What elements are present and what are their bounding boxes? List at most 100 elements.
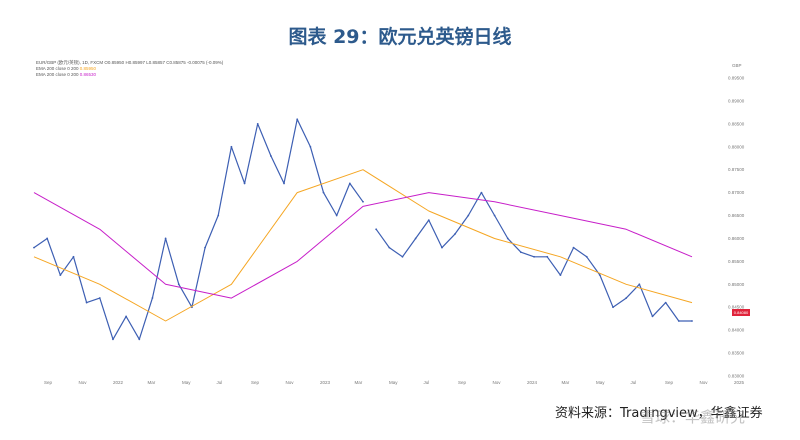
data-point [664,301,667,304]
y-tick-label: 0.84500 [728,305,745,310]
data-point [151,297,154,299]
data-point [388,246,391,249]
data-point [243,182,246,185]
data-point [72,255,75,258]
chart-area: 0.89500 0.89000 0.88500 0.88000 0.87500 0.870… [32,58,752,388]
y-axis-unit: GBP [732,63,742,68]
x-tick-label: Nov [700,380,709,385]
data-point [204,246,206,249]
data-point [677,320,680,322]
data-point [59,274,62,277]
y-tick-label: 0.83000 [728,374,745,379]
data-point [585,255,588,258]
y-tick-label: 0.88500 [728,121,745,126]
data-point [533,255,535,258]
series-3 [33,192,693,299]
data-point [164,237,167,240]
data-point [98,297,101,299]
data-point [125,315,128,318]
watermark: 雪球：华鑫研究 [640,408,746,426]
chart-title: 图表 29：欧元兑英镑日线 [288,26,512,48]
x-tick-label: Jul [631,380,637,385]
x-tick-label: Nov [79,380,88,385]
legend-ema-orange-row: EMA 200 close 0 200 0.85950 [36,66,223,72]
series-line [33,118,364,340]
data-point [598,274,601,277]
x-tick-label: Jul [424,380,430,385]
legend-ema-purple-row: EMA 200 close 0 200 0.86530 [36,72,223,78]
series-2 [33,169,693,322]
source-note: 资料来源：Tradingview，华鑫证券 [555,406,763,421]
legend-ema-orange-value: 0.85950 [79,66,97,71]
data-point [375,228,378,231]
data-point [256,122,259,125]
data-point [230,145,233,148]
x-tick-label: Sep [458,380,467,385]
data-point [112,338,114,341]
data-point [283,182,285,185]
data-point [46,237,49,240]
data-point [546,255,549,258]
data-point [480,191,483,194]
data-point [559,274,562,277]
x-tick-label: May [182,380,191,385]
x-tick-label: Jul [217,380,223,385]
y-axis: 0.89500 0.89000 0.88500 0.88000 0.87500 0.870… [728,76,745,379]
y-tick-label: 0.88000 [728,144,745,149]
x-tick-label: Nov [493,380,502,385]
data-point [572,246,575,249]
data-point [296,118,299,121]
data-point [520,251,522,254]
data-point [309,145,312,148]
data-point [322,191,325,194]
y-tick-label: 0.85500 [728,259,745,264]
y-tick-label: 0.87000 [728,190,745,195]
data-point [691,320,693,322]
data-point [414,237,417,240]
legend-ema-purple-label: EMA 200 close 0 200 [36,72,79,77]
y-tick-label: 0.83500 [728,351,745,356]
x-tick-label: Sep [251,380,260,385]
series-line [33,192,693,299]
x-tick-label: Mar [355,380,363,385]
x-tick-label: 2023 [320,380,331,385]
legend-ema-purple-value: 0.86530 [79,72,97,77]
data-point [177,283,180,286]
data-point [217,214,220,217]
data-point [493,214,496,217]
data-point [454,232,457,235]
x-tick-label: May [389,380,398,385]
data-point [441,246,443,249]
x-tick-label: May [596,380,605,385]
data-point [506,237,509,240]
x-tick-label: Nov [286,380,295,385]
x-tick-label: 2024 [527,380,538,385]
series-layer [33,118,693,341]
data-point [625,297,628,299]
data-point [427,219,430,222]
y-tick-label: 0.84000 [728,328,745,333]
x-axis: Sep Nov 2022 Mar May Jul Sep Nov 2023 Mar May Jul Se… [44,380,745,385]
series-line [33,169,693,322]
data-point [651,315,654,318]
data-point [401,255,404,258]
y-tick-label: 0.89000 [728,98,745,103]
y-tick-label: 0.85000 [728,282,745,287]
legend-symbol-row: EUR/GBP (欧元/英镑), 1D, FXCM O0.85950 H0.85… [36,60,224,65]
data-point [33,246,35,249]
y-tick-label: 0.86000 [728,236,745,241]
data-point [138,338,141,341]
legend: EUR/GBP (欧元/英镑), 1D, FXCM O0.85950 H0.85… [36,60,223,78]
y-tick-label: 0.86500 [728,213,745,218]
data-point [612,306,614,309]
data-point [269,155,272,157]
data-point [638,283,641,286]
x-tick-label: Mar [562,380,570,385]
data-point [348,182,351,185]
data-point [85,301,88,304]
x-tick-label: 2022 [113,380,124,385]
last-price-tag: 0.84080 [732,309,750,316]
x-tick-label: Sep [44,380,53,385]
y-tick-label: 0.87500 [728,167,745,172]
data-point [362,200,364,203]
